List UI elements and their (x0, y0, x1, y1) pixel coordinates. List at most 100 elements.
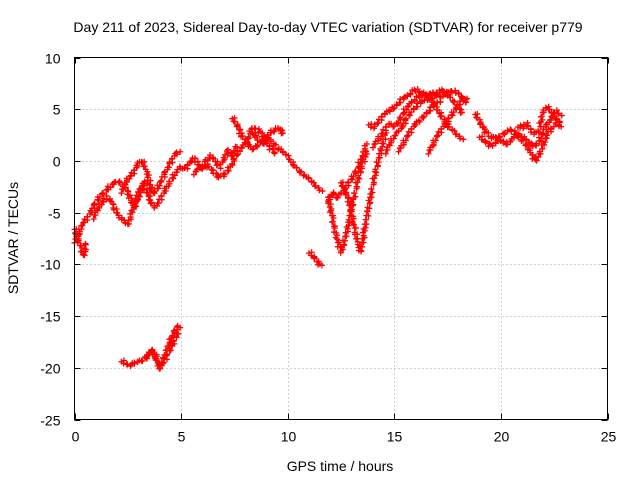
data-point (206, 152, 213, 159)
series-arc3 (90, 148, 184, 228)
data-point (293, 164, 300, 171)
data-point (149, 348, 156, 355)
data-point (383, 124, 390, 131)
data-point (371, 121, 378, 128)
data-point (82, 240, 89, 247)
data-point (238, 145, 245, 152)
data-point (378, 130, 385, 137)
data-point (385, 107, 392, 114)
data-point (449, 112, 456, 119)
data-point (233, 123, 240, 130)
data-point (267, 138, 274, 145)
x-tick-label: 5 (178, 429, 186, 445)
data-point (181, 165, 188, 172)
data-point (346, 202, 353, 209)
data-point (369, 189, 376, 196)
data-point (305, 175, 312, 182)
data-point (482, 139, 489, 146)
data-point (360, 232, 367, 239)
x-tick-label: 15 (387, 429, 403, 445)
series-arc18 (476, 119, 565, 164)
data-point (187, 158, 194, 165)
data-point (237, 148, 244, 155)
data-point (544, 132, 551, 139)
data-point (159, 360, 166, 367)
axis-ticks: 0 5 10 15 20 25 -25 -20 -15 -10 -5 0 5 10 (40, 51, 616, 445)
data-point (373, 169, 380, 176)
data-point (285, 155, 292, 162)
data-point (539, 145, 546, 152)
data-point (213, 162, 220, 169)
plot-frame (74, 57, 608, 420)
data-point (352, 168, 359, 175)
series-arc11 (338, 129, 390, 255)
data-point (225, 167, 232, 174)
data-point (450, 99, 457, 106)
data-point (269, 145, 276, 152)
data-point (91, 212, 98, 219)
data-point (232, 143, 239, 150)
data-point (146, 181, 153, 188)
data-point (271, 128, 278, 135)
data-point (341, 241, 348, 248)
data-point (347, 198, 354, 205)
data-point (397, 114, 404, 121)
data-point (377, 133, 384, 140)
data-point (553, 107, 560, 114)
data-point (345, 216, 352, 223)
data-point (76, 231, 83, 238)
grid-lines (74, 57, 608, 420)
data-point (127, 192, 134, 199)
data-point (451, 98, 458, 105)
data-point (171, 340, 178, 347)
data-point (337, 190, 344, 197)
data-point (437, 98, 444, 105)
data-point (395, 148, 402, 155)
data-point (310, 179, 317, 186)
data-point (478, 136, 485, 143)
data-point (237, 126, 244, 133)
data-point (319, 188, 326, 195)
data-point (156, 365, 163, 372)
data-point (78, 222, 85, 229)
data-point (434, 132, 441, 139)
data-point (151, 188, 158, 195)
data-point (533, 140, 540, 147)
data-point (445, 115, 452, 122)
data-point (205, 163, 212, 170)
data-point (110, 206, 117, 213)
data-point (337, 249, 344, 256)
data-point (338, 182, 345, 189)
data-point (143, 355, 150, 362)
data-point (374, 120, 381, 127)
data-point (500, 139, 507, 146)
data-point (132, 196, 139, 203)
data-point (425, 150, 432, 157)
data-point (357, 168, 364, 175)
data-point (158, 193, 165, 200)
data-point (437, 113, 444, 120)
data-point (362, 148, 369, 155)
data-point (411, 96, 418, 103)
data-point (429, 142, 436, 149)
data-point (311, 255, 318, 262)
data-point (535, 128, 542, 135)
data-point (333, 235, 340, 242)
data-point (220, 170, 227, 177)
data-point (416, 118, 423, 125)
data-point (402, 137, 409, 144)
data-point (359, 152, 366, 159)
data-point (171, 327, 178, 334)
data-point (558, 112, 565, 119)
data-point (199, 162, 206, 169)
data-point (390, 135, 397, 142)
data-point (452, 131, 459, 138)
data-points (71, 86, 565, 372)
data-point (539, 116, 546, 123)
data-point (124, 221, 131, 228)
data-point (547, 125, 554, 132)
data-point (174, 322, 181, 329)
data-point (230, 155, 237, 162)
data-point (107, 184, 114, 191)
